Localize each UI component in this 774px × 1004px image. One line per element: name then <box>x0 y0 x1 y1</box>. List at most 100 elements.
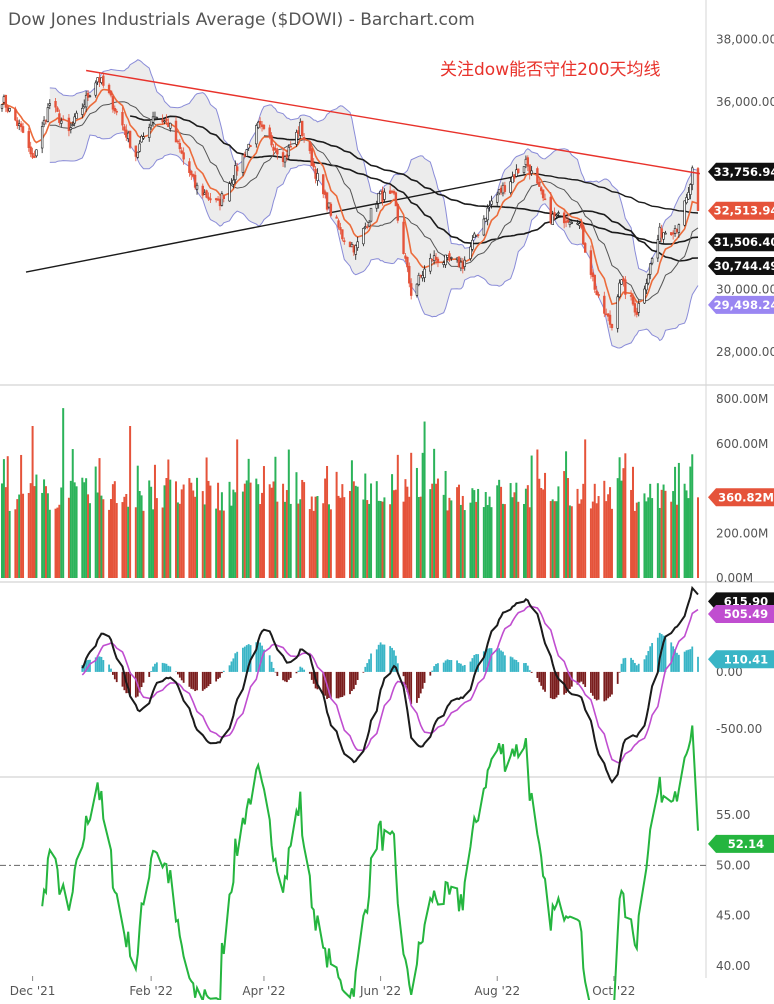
volume-bar <box>289 503 292 578</box>
volume-bar <box>526 485 529 578</box>
macd-histogram-bar <box>351 671 353 691</box>
price-candle <box>329 203 333 216</box>
volume-bar <box>513 492 516 578</box>
macd-histogram-bar <box>270 661 273 672</box>
price-candle <box>423 268 426 278</box>
price-candle <box>121 111 124 126</box>
ma-50-line <box>129 115 699 262</box>
price-badge: 32,513.94 <box>708 201 774 220</box>
macd-histogram-bar <box>112 671 114 675</box>
price-candle <box>568 221 572 225</box>
price-candle <box>75 112 78 119</box>
macd-histogram-bar <box>429 671 432 676</box>
volume-bar <box>121 502 124 578</box>
volume-bar <box>530 455 533 578</box>
volume-bar <box>658 507 661 578</box>
macd-histogram-bar <box>643 659 646 672</box>
volume-bar <box>188 478 191 578</box>
price-candle <box>515 169 518 177</box>
macd-y-tick: -500.00 <box>716 722 762 736</box>
price-candle <box>603 295 606 314</box>
macd-histogram-bar <box>463 665 466 672</box>
price-candle <box>56 107 59 112</box>
volume-bar <box>540 488 543 578</box>
price-candle <box>396 204 400 221</box>
price-candle <box>165 118 168 122</box>
price-candle <box>354 245 357 255</box>
volume-bar <box>113 481 116 578</box>
volume-bar <box>209 485 212 578</box>
volume-bar <box>337 495 340 578</box>
macd-histogram-bar <box>354 671 357 685</box>
macd-histogram-bar <box>431 670 434 672</box>
price-candle <box>8 108 11 112</box>
price-candle <box>618 282 621 298</box>
price-candle <box>366 226 369 228</box>
macd-histogram-bar <box>460 663 462 672</box>
macd-histogram-bar <box>674 649 676 672</box>
price-candle <box>591 272 595 277</box>
volume-bar <box>576 488 579 578</box>
macd-line <box>81 585 699 784</box>
volume-bar <box>500 486 503 578</box>
macd-histogram-bar <box>473 655 476 672</box>
macd-histogram-bar <box>544 671 546 692</box>
volume-bar <box>375 481 378 578</box>
macd-histogram-bar <box>611 671 613 695</box>
macd-histogram-bar <box>113 671 116 680</box>
price-candle <box>188 161 191 173</box>
price-candle <box>42 119 46 125</box>
macd-histogram-bar <box>259 642 262 672</box>
price-candle <box>367 221 371 227</box>
price-candle <box>687 192 690 200</box>
price-candle <box>633 303 637 313</box>
volume-bar <box>647 497 650 578</box>
volume-bar <box>8 510 11 578</box>
price-candle <box>201 185 204 196</box>
price-candle <box>339 227 342 231</box>
macd-badge-label: 615.90 <box>724 594 768 608</box>
volume-bar <box>509 483 512 578</box>
price-candle <box>96 77 99 83</box>
volume-bar <box>389 504 392 578</box>
volume-bar <box>523 503 525 578</box>
volume-bar <box>272 481 275 578</box>
price-badge-shape <box>708 201 774 220</box>
macd-histogram-bar <box>219 671 221 678</box>
macd-histogram-bar <box>590 671 592 693</box>
price-candle <box>111 96 115 110</box>
volume-bar <box>402 501 405 578</box>
price-candle <box>576 222 579 225</box>
volume-bar <box>643 493 646 578</box>
volume-bar <box>247 458 250 578</box>
volume-bar <box>408 496 411 578</box>
price-candle <box>564 221 568 223</box>
price-candle <box>499 187 503 193</box>
macd-histogram-bar <box>196 671 198 691</box>
price-candle <box>432 255 436 262</box>
price-candle <box>392 191 396 194</box>
price-candle <box>323 191 327 195</box>
volume-bar <box>218 510 221 578</box>
price-candle <box>582 225 585 245</box>
macd-histogram-bar <box>536 671 539 678</box>
x-tick-label: Dec '21 <box>10 984 56 998</box>
volume-bar <box>43 479 46 578</box>
ema-9-line <box>1 88 699 306</box>
macd-histogram-bar <box>297 670 300 672</box>
macd-histogram-bar <box>383 644 386 672</box>
price-candle <box>228 183 231 202</box>
macd-histogram-bar <box>192 671 195 690</box>
volume-bar <box>366 500 369 578</box>
price-candle <box>553 212 556 217</box>
volume-bar <box>111 484 114 578</box>
price-candle <box>299 121 302 136</box>
macd-histogram-bar <box>578 671 581 683</box>
macd-histogram-bar <box>98 656 101 672</box>
volume-bar <box>217 482 220 578</box>
price-candle <box>140 135 143 143</box>
price-candle <box>19 123 23 128</box>
volume-bar <box>568 505 571 578</box>
macd-histogram-bar <box>670 642 673 672</box>
volume-bar <box>674 466 677 578</box>
